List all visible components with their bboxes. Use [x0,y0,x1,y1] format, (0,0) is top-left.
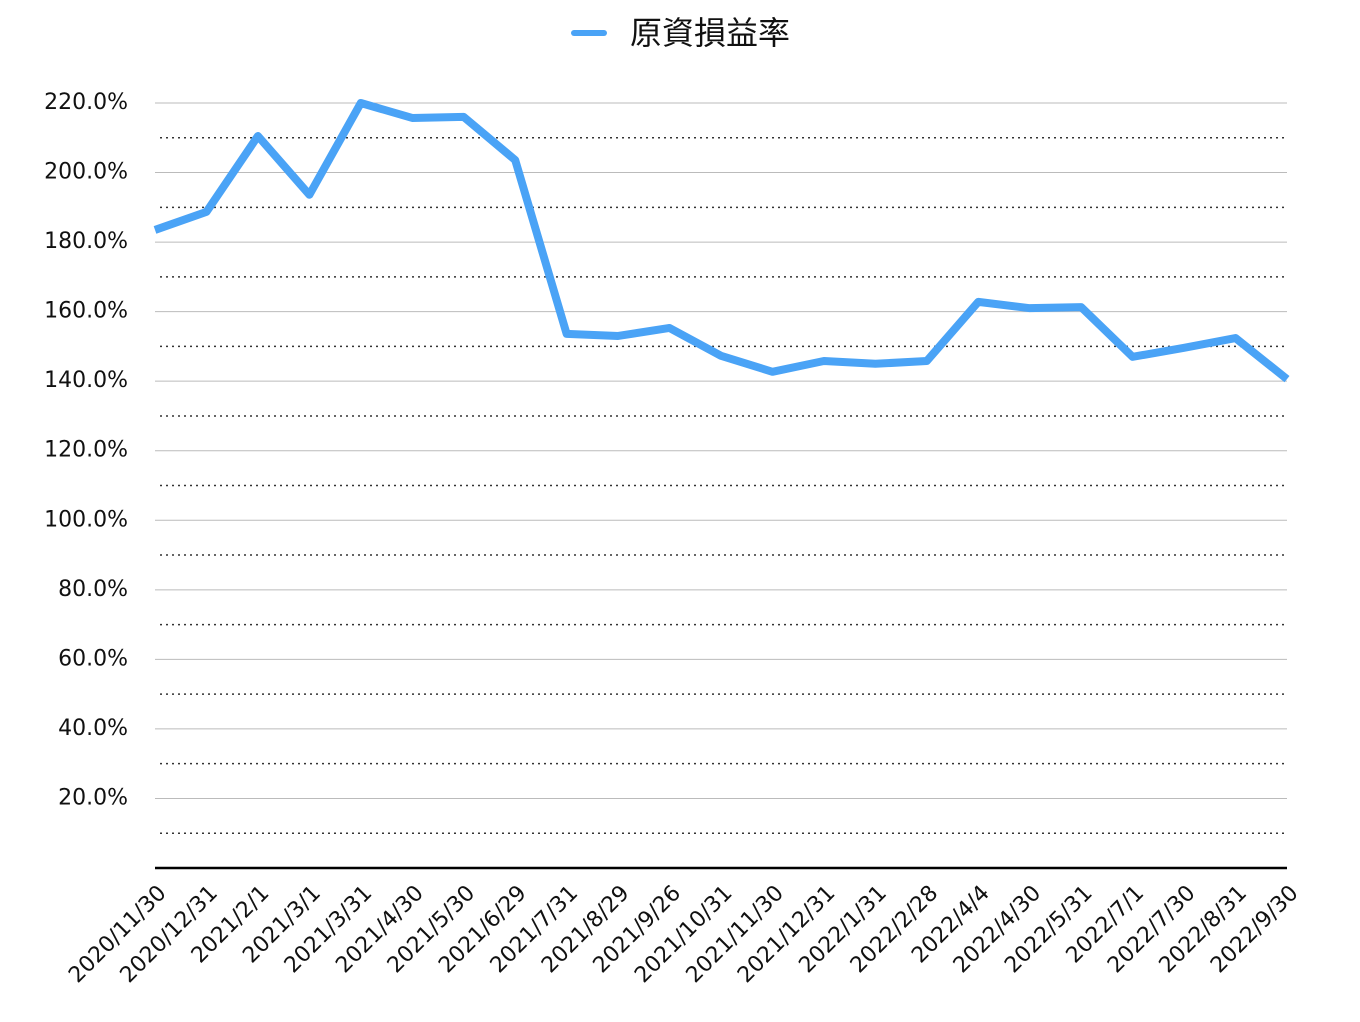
data-line [153,99,1290,383]
y-tick-label: 60.0% [58,646,128,671]
y-tick-label: 220.0% [44,90,128,115]
y-tick-label: 120.0% [44,438,128,463]
y-tick-label: 200.0% [44,160,128,185]
y-tick-label: 100.0% [44,507,128,532]
y-tick-label: 140.0% [44,368,128,393]
y-tick-label: 160.0% [44,299,128,324]
y-tick-label: 20.0% [58,785,128,810]
y-tick-label: 80.0% [58,577,128,602]
legend-label: 原資損益率 [630,14,790,52]
y-tick-label: 40.0% [58,716,128,741]
y-tick-label: 180.0% [44,229,128,254]
